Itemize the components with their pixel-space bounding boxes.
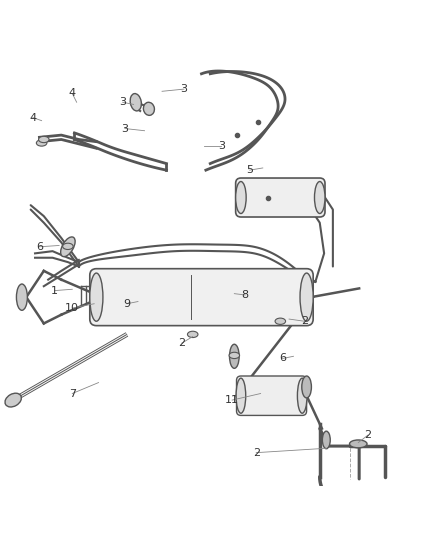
Ellipse shape xyxy=(143,102,155,115)
FancyBboxPatch shape xyxy=(237,376,307,415)
Text: 6: 6 xyxy=(36,242,43,252)
Text: 10: 10 xyxy=(65,303,79,313)
Text: 2: 2 xyxy=(253,448,260,458)
Ellipse shape xyxy=(130,94,141,111)
Ellipse shape xyxy=(275,318,286,325)
Ellipse shape xyxy=(5,393,21,407)
Ellipse shape xyxy=(230,344,239,368)
Text: 3: 3 xyxy=(119,97,126,107)
Ellipse shape xyxy=(297,378,307,413)
Text: 4: 4 xyxy=(69,88,76,99)
Ellipse shape xyxy=(302,376,311,398)
Ellipse shape xyxy=(60,237,75,257)
Ellipse shape xyxy=(36,140,47,146)
FancyBboxPatch shape xyxy=(236,178,325,217)
Text: 7: 7 xyxy=(69,389,76,399)
Text: 8: 8 xyxy=(242,290,249,300)
Ellipse shape xyxy=(16,284,27,310)
Text: 6: 6 xyxy=(279,353,286,364)
Ellipse shape xyxy=(314,182,325,214)
FancyBboxPatch shape xyxy=(90,269,313,326)
Text: 3: 3 xyxy=(180,84,187,94)
Ellipse shape xyxy=(300,273,313,321)
Text: 11: 11 xyxy=(225,395,239,405)
Text: 9: 9 xyxy=(124,298,131,309)
Text: 2: 2 xyxy=(301,316,308,326)
Text: 5: 5 xyxy=(246,165,253,175)
Ellipse shape xyxy=(39,136,49,143)
Ellipse shape xyxy=(187,331,198,337)
Text: 3: 3 xyxy=(218,141,225,151)
Text: 3: 3 xyxy=(121,124,128,134)
Text: 4: 4 xyxy=(29,112,36,123)
Text: 2: 2 xyxy=(178,338,185,348)
Text: 2: 2 xyxy=(364,430,371,440)
Ellipse shape xyxy=(229,352,240,359)
Ellipse shape xyxy=(236,182,246,214)
Ellipse shape xyxy=(322,431,330,449)
Ellipse shape xyxy=(236,378,246,413)
Ellipse shape xyxy=(90,273,103,321)
Text: 1: 1 xyxy=(51,286,58,296)
Ellipse shape xyxy=(350,440,367,448)
Ellipse shape xyxy=(63,243,73,249)
